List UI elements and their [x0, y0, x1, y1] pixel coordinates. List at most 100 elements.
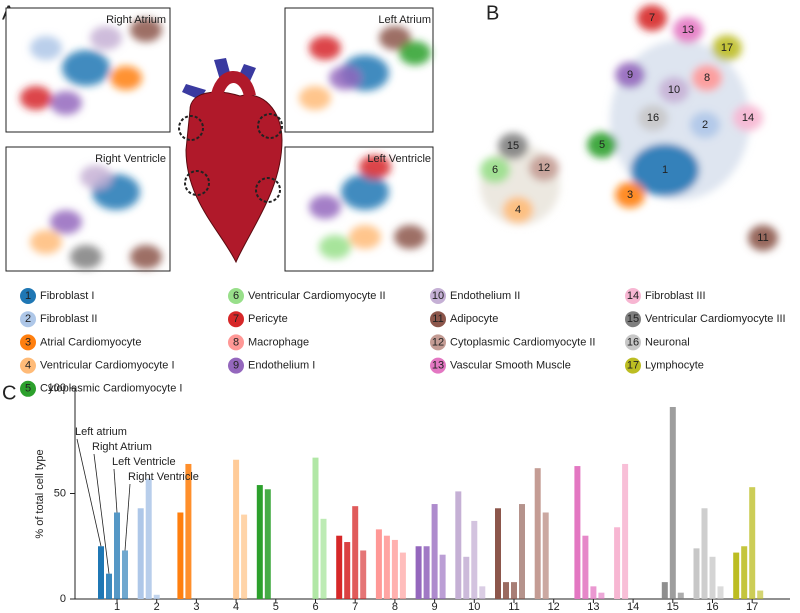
x-tick-label: 11	[508, 601, 519, 613]
annotation-line	[93, 453, 110, 574]
legend-swatch	[20, 334, 36, 351]
legend-swatch	[625, 311, 641, 328]
legend-number: 13	[432, 360, 444, 372]
umap-cluster	[30, 36, 62, 60]
x-tick-label: 7	[352, 601, 358, 613]
umap-points	[30, 165, 162, 269]
umap-cluster	[90, 26, 122, 50]
umap-cluster	[309, 36, 341, 60]
bar	[312, 457, 319, 599]
legend-label: Vascular Smooth Muscle	[450, 360, 571, 372]
legend-swatch	[430, 311, 446, 328]
bar	[733, 552, 740, 599]
legend-label: Atrial Cardiomyocyte	[40, 336, 141, 348]
legend-swatch	[228, 311, 244, 328]
umap-cluster	[690, 112, 720, 138]
umap-cluster	[637, 5, 667, 31]
umap-cluster	[50, 210, 82, 234]
x-tick-label: 12	[548, 601, 560, 613]
bar	[137, 508, 144, 599]
umap-cluster	[30, 230, 62, 254]
bar	[415, 546, 422, 599]
legend-swatch	[625, 288, 641, 304]
bar	[264, 489, 271, 599]
bar	[542, 512, 549, 599]
series-annotation: Left Ventricle	[112, 456, 176, 468]
legend-number: 5	[25, 383, 31, 395]
panel-label: B	[486, 2, 499, 24]
legend-number: 11	[432, 313, 443, 325]
cluster-label: 14	[742, 112, 754, 124]
legend-label: Pericyte	[248, 313, 288, 325]
legend-swatch	[20, 288, 36, 304]
legend-label: Lymphocyte	[645, 360, 704, 372]
umap-cluster	[329, 66, 361, 90]
umap-cluster	[529, 155, 559, 181]
umap-cluster	[659, 77, 689, 103]
legend-swatch	[625, 334, 641, 351]
legend-number: 3	[25, 336, 31, 348]
legend-number: 6	[233, 290, 239, 302]
umap-cluster	[615, 62, 645, 88]
cluster-label: 8	[704, 72, 710, 84]
umap-title: Left Ventricle	[367, 153, 431, 165]
legend-swatch	[228, 357, 244, 374]
legend-number: 7	[233, 313, 239, 325]
legend-label: Fibroblast I	[40, 290, 94, 302]
cluster-label: 5	[599, 139, 605, 151]
bar	[511, 582, 517, 599]
legend-label: Adipocyte	[450, 313, 498, 325]
legend-label: Endothelium II	[450, 290, 520, 302]
legend-number: 16	[627, 336, 639, 348]
bar	[153, 594, 160, 599]
umap-cluster	[503, 197, 533, 223]
umap-cluster	[673, 17, 703, 43]
legend-number: 8	[233, 336, 239, 348]
series-annotation: Right Atrium	[92, 441, 152, 453]
bar	[98, 546, 104, 599]
bar	[106, 573, 112, 599]
umap-cluster	[379, 26, 411, 50]
bar	[391, 539, 398, 599]
umap-cluster	[341, 174, 389, 210]
umap-cluster	[394, 225, 426, 249]
umap-cluster	[130, 18, 162, 42]
bar	[375, 529, 382, 599]
umap-cluster	[359, 155, 391, 179]
umap-cluster	[299, 86, 331, 110]
bar	[574, 466, 581, 599]
cluster-label: 2	[702, 119, 708, 131]
umap-cluster	[631, 144, 699, 196]
bar	[431, 504, 438, 599]
legend-number: 10	[432, 290, 444, 302]
legend-number: 9	[233, 360, 239, 372]
bar	[352, 506, 359, 599]
series-annotation: Right Ventricle	[128, 471, 199, 483]
cluster-label: 16	[647, 112, 659, 124]
bar	[463, 556, 470, 599]
legend-swatch	[228, 288, 244, 304]
legend-label: Ventricular Cardiomyocyte III	[645, 313, 786, 325]
bar	[471, 520, 478, 599]
legend-swatch	[228, 334, 244, 351]
umap-cluster	[349, 225, 381, 249]
bar	[661, 582, 668, 599]
panel-label: C	[2, 382, 16, 404]
umap-points	[20, 18, 162, 115]
legend-label: Fibroblast II	[40, 313, 97, 325]
legend-label: Cytoplasmic Cardiomyocyte II	[450, 336, 596, 348]
umap-cluster	[399, 41, 431, 65]
annotation-line	[113, 468, 118, 513]
umap-points	[480, 5, 778, 251]
x-tick-label: 13	[587, 601, 599, 613]
y-tick-label: 50	[54, 487, 66, 499]
bar	[344, 542, 351, 599]
x-tick-label: 8	[392, 601, 398, 613]
legend-swatch	[625, 357, 641, 374]
x-tick-label: 3	[193, 601, 199, 613]
heart	[178, 58, 283, 264]
x-tick-label: 4	[233, 601, 239, 613]
bar	[423, 546, 430, 599]
cluster-label: 12	[538, 162, 550, 174]
